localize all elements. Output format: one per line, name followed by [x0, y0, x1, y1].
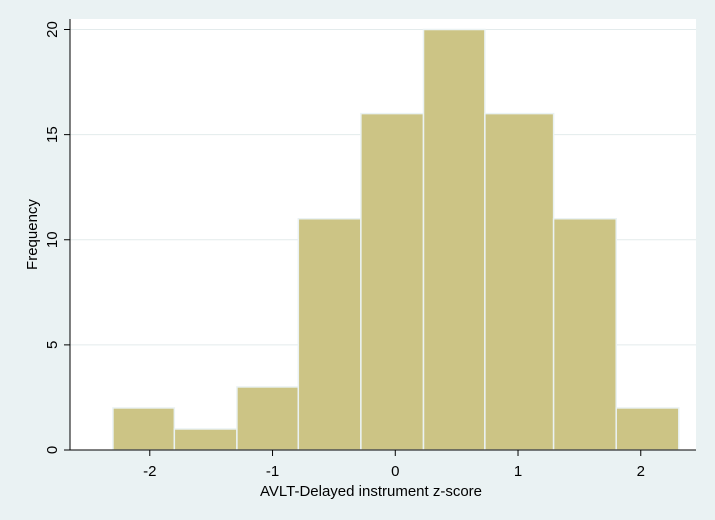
x-tick-label: -2 [143, 463, 156, 480]
y-tick-label: 10 [44, 231, 61, 248]
histogram-bar [422, 28, 486, 451]
histogram-bar [360, 112, 425, 451]
x-axis-title: AVLT-Delayed instrument z-score [260, 483, 482, 500]
y-tick-label: 15 [44, 126, 61, 143]
histogram-bar [112, 407, 176, 451]
x-tick-label: 0 [391, 463, 399, 480]
histogram-bar [552, 217, 617, 451]
histogram-bar [484, 112, 555, 451]
axes [64, 19, 696, 456]
y-axis-title: Frequency [24, 199, 41, 270]
x-tick-label: -1 [266, 463, 279, 480]
x-tick-label: 1 [514, 463, 522, 480]
y-tick-label: 20 [44, 21, 61, 38]
y-tick-label: 5 [44, 341, 61, 349]
histogram-bar [297, 217, 362, 451]
histogram-bar [173, 428, 238, 451]
x-tick-label: 2 [637, 463, 645, 480]
y-tick-label: 0 [44, 446, 61, 454]
histogram-bar [615, 407, 680, 451]
histogram-bar [236, 386, 300, 451]
